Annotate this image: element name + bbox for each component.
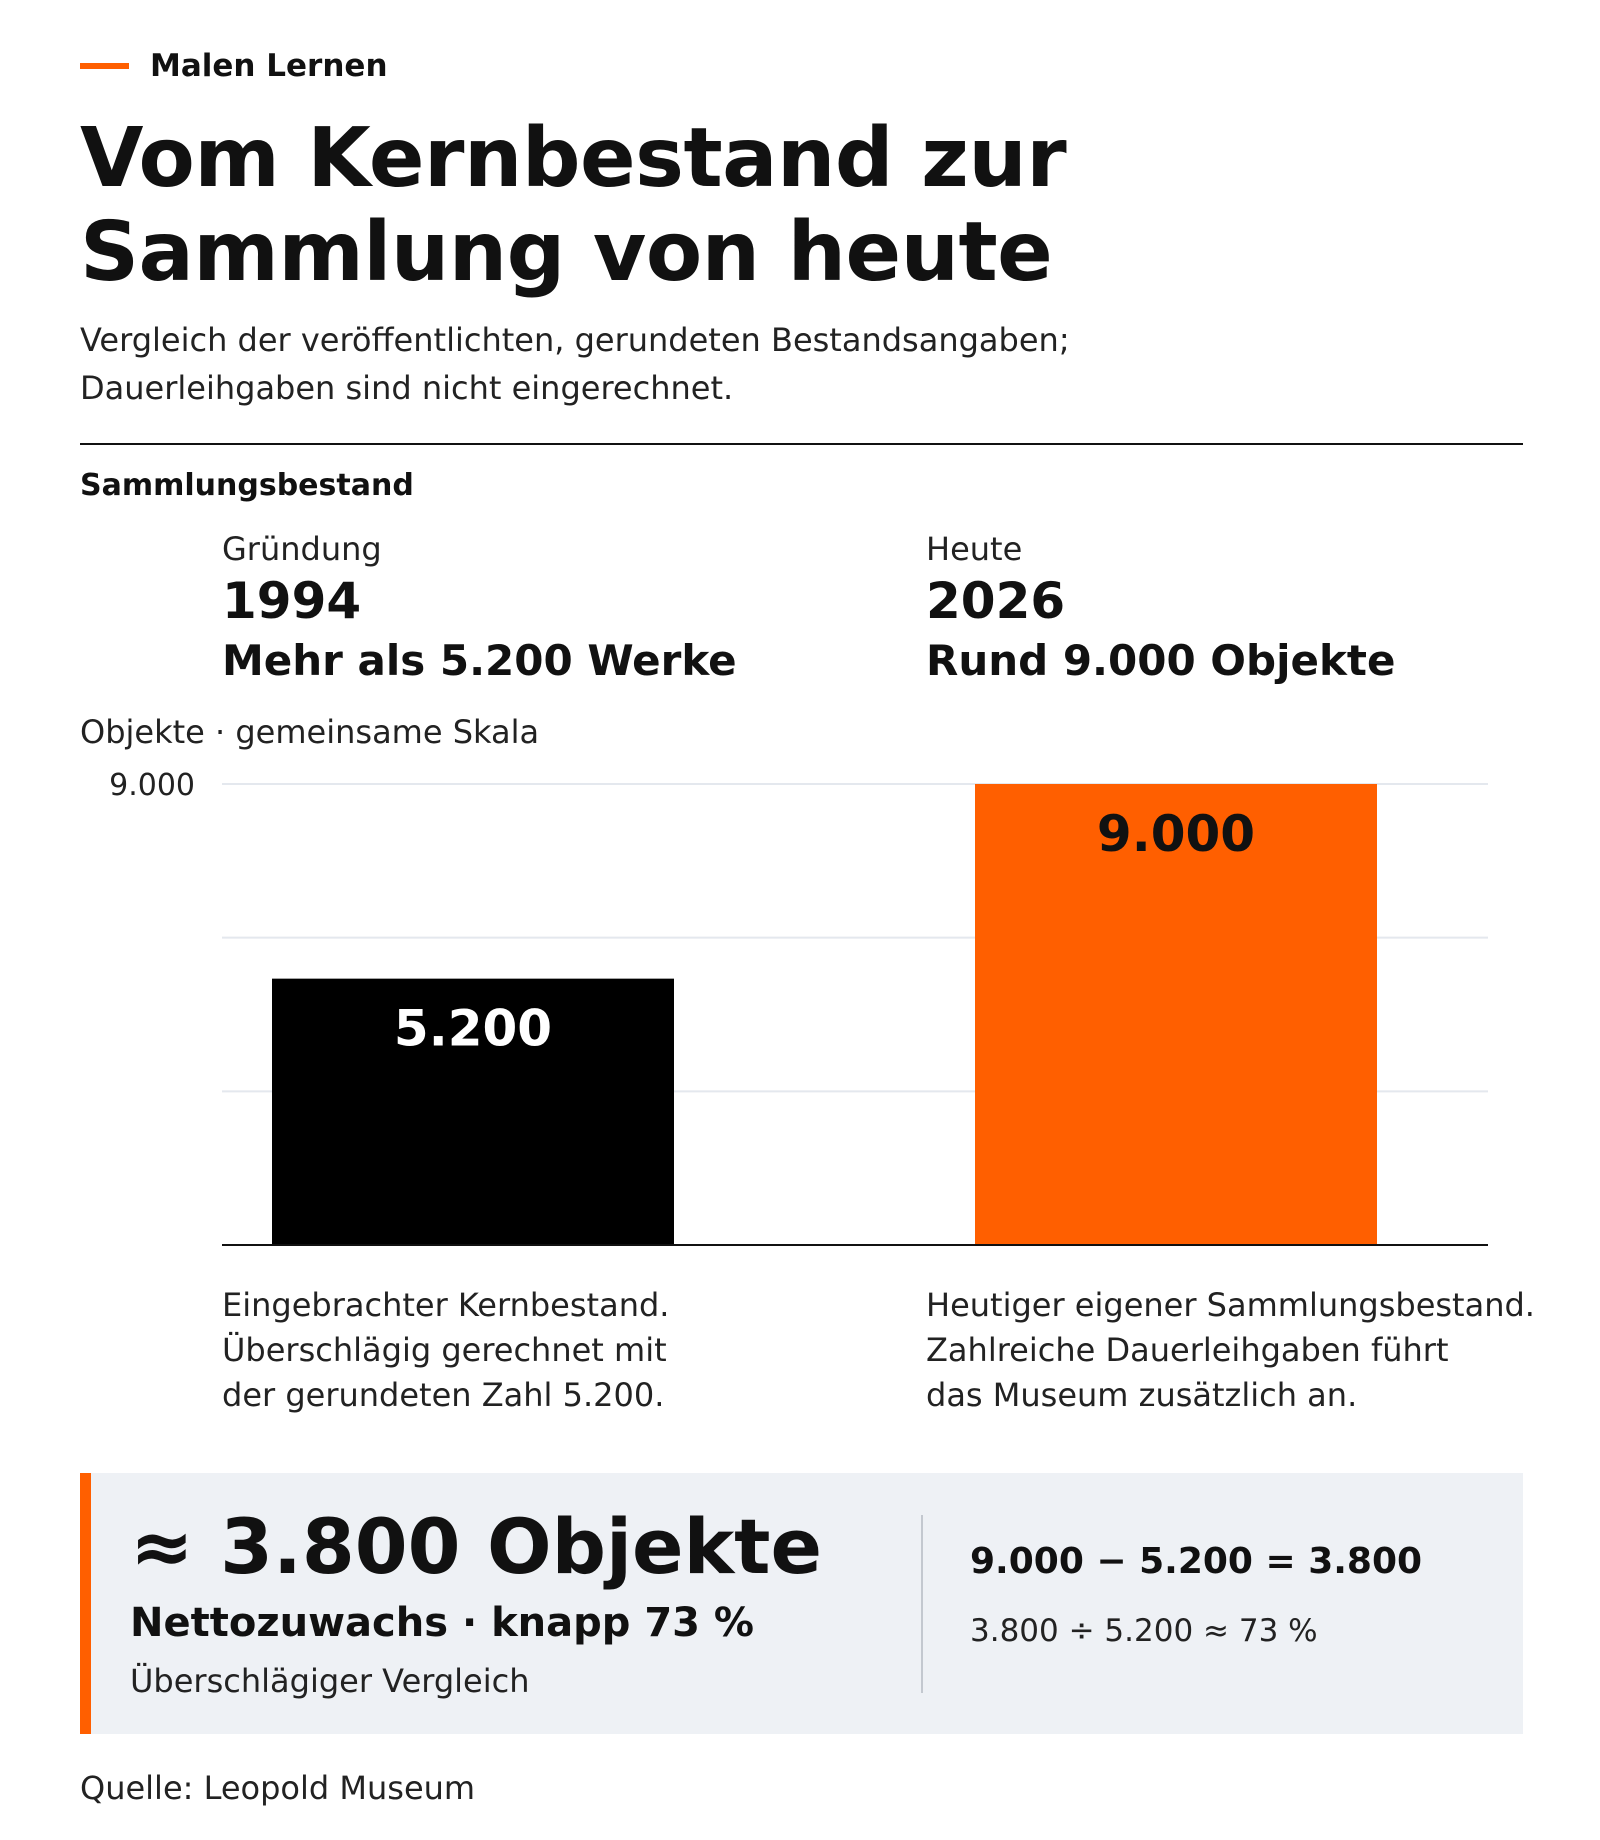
section-title: Sammlungsbestand: [80, 468, 414, 503]
column-2-note: Heutiger eigener Sammlungsbestand. Zahlr…: [926, 1283, 1546, 1418]
summary-accent-bar: [80, 1473, 91, 1734]
summary-divider: [921, 1515, 923, 1693]
y-axis-title: Objekte · gemeinsame Skala: [80, 713, 540, 751]
bar-1994: [272, 978, 674, 1245]
column-2-year: 2026: [926, 572, 1066, 630]
y-tick-label-1: 9.000: [109, 768, 195, 803]
summary-ratio: 3.800 ÷ 5.200 ≈ 73 %: [970, 1613, 1318, 1649]
bar-chart: 9.000 5.200 9.000: [109, 768, 1488, 1246]
kicker: Malen Lernen: [150, 48, 388, 84]
subtitle: Vergleich der veröffentlichten, gerundet…: [80, 316, 1070, 412]
summary-panel: [80, 1473, 1523, 1734]
summary-equation: 9.000 − 5.200 = 3.800: [970, 1541, 1423, 1582]
title-line-1: Vom Kernbestand zur: [80, 111, 1067, 206]
column-2-description: Rund 9.000 Objekte: [926, 636, 1396, 685]
source-note: Quelle: Leopold Museum: [80, 1769, 476, 1807]
subtitle-line-2: Dauerleihgaben sind nicht eingerechnet.: [80, 369, 734, 407]
bar-value-label-1994: 5.200: [394, 1000, 552, 1058]
bar-value-label-2026: 9.000: [1097, 805, 1255, 863]
kicker-accent-bar: [80, 63, 129, 69]
column-1-note: Eingebrachter Kernbestand. Überschlägig …: [222, 1283, 842, 1418]
subtitle-line-1: Vergleich der veröffentlichten, gerundet…: [80, 321, 1070, 359]
column-1-note-line-1: Eingebrachter Kernbestand.: [222, 1286, 670, 1324]
column-1-year: 1994: [222, 572, 362, 630]
header-divider: [80, 443, 1523, 445]
summary-headline: ≈ 3.800 Objekte: [130, 1502, 823, 1591]
title-line-2: Sammlung von heute: [80, 205, 1053, 300]
column-2-note-line-2: Zahlreiche Dauerleihgaben führt: [926, 1331, 1449, 1369]
column-1-label: Gründung: [222, 530, 382, 568]
column-1-note-line-3: der gerundeten Zahl 5.200.: [222, 1376, 665, 1414]
bar-2026: [975, 784, 1377, 1245]
column-2-note-line-1: Heutiger eigener Sammlungsbestand.: [926, 1286, 1535, 1324]
column-1-description: Mehr als 5.200 Werke: [222, 636, 737, 685]
summary-subline: Nettozuwachs · knapp 73 %: [130, 1600, 755, 1646]
column-1-note-line-2: Überschlägig gerechnet mit: [222, 1331, 667, 1369]
page-title: Vom Kernbestand zur Sammlung von heute: [80, 111, 1067, 300]
column-2-note-line-3: das Museum zusätzlich an.: [926, 1376, 1358, 1414]
summary-note: Überschlägiger Vergleich: [130, 1662, 530, 1700]
column-2-label: Heute: [926, 530, 1023, 568]
